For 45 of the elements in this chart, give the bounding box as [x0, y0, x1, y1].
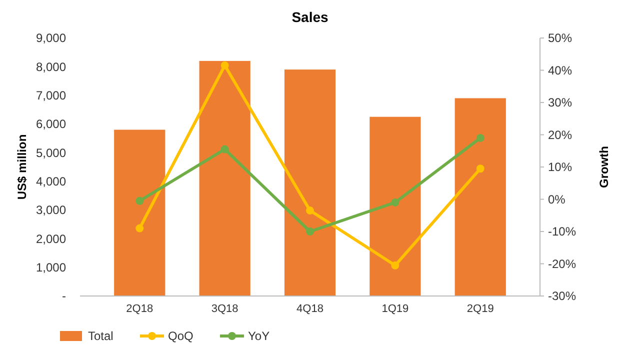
point: [220, 145, 229, 154]
point: [136, 196, 144, 205]
point: [220, 61, 229, 70]
x-tick-label: 2Q19: [466, 303, 494, 315]
bar: [370, 116, 421, 296]
x-tick-label: 3Q18: [211, 303, 238, 315]
bar: [114, 130, 166, 296]
point: [476, 164, 484, 173]
bar: [199, 60, 250, 296]
bar: [284, 70, 336, 296]
y-tick-label: -: [62, 289, 66, 304]
chart-title: Sales: [292, 9, 329, 25]
y2-tick-label: 10%: [548, 160, 572, 174]
point: [476, 134, 484, 142]
y2-tick-label: -20%: [548, 256, 576, 271]
y-tick-label: 3,000: [36, 203, 66, 218]
point: [391, 198, 400, 206]
y2-tick-label: -10%: [548, 224, 576, 239]
y2-tick-label: 20%: [548, 128, 572, 142]
y-tick-label: 9,000: [36, 31, 66, 46]
legend-label: YoY: [248, 329, 270, 344]
legend-label: QoQ: [168, 329, 194, 344]
x-tick-label: 4Q18: [296, 303, 324, 315]
y2-tick-label: 0%: [548, 192, 566, 206]
point: [306, 206, 314, 215]
x-tick-label: 2Q18: [126, 303, 154, 315]
y-tick-label: 4,000: [36, 174, 66, 189]
point: [136, 224, 144, 232]
y-tick-label: 2,000: [36, 232, 66, 246]
point: [306, 228, 314, 236]
y-tick-label: 1,000: [36, 260, 66, 275]
y-tick-label: 6,000: [36, 117, 66, 132]
y2-tick-label: 40%: [548, 63, 572, 78]
legend-label: Total: [88, 329, 114, 344]
point: [391, 261, 400, 270]
y2-axis-title: Growth: [597, 146, 611, 188]
y-tick-label: 5,000: [36, 146, 66, 160]
bar: [454, 98, 506, 296]
y-axis-title: US$ million: [15, 134, 29, 200]
x-tick-label: 1Q19: [382, 303, 409, 315]
y2-tick-label: 30%: [548, 96, 572, 110]
y2-tick-label: -30%: [548, 289, 576, 304]
y-tick-label: 8,000: [36, 60, 66, 74]
y2-tick-label: 50%: [548, 31, 572, 46]
y-tick-label: 7,000: [36, 88, 66, 103]
